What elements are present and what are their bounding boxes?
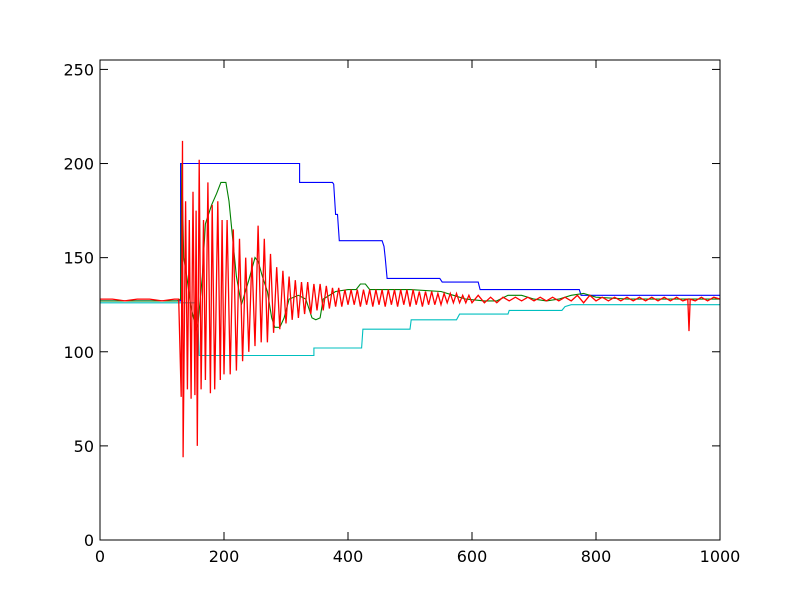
axes-frame <box>99 59 721 541</box>
series-layer <box>100 140 720 458</box>
series-line-1 <box>100 162 720 302</box>
x-tick-label-600: 600 <box>457 547 488 566</box>
y-tick-label-250: 250 <box>63 60 94 79</box>
x-tick-label-800: 800 <box>581 547 612 566</box>
y-tick-label-100: 100 <box>63 343 94 362</box>
x-tick-label-0: 0 <box>95 547 105 566</box>
plot-background <box>100 60 720 540</box>
y-tick-label-150: 150 <box>63 249 94 268</box>
y-tick-label-200: 200 <box>63 155 94 174</box>
x-tick-label-400: 400 <box>333 547 364 566</box>
x-tick-label-1000: 1000 <box>700 547 741 566</box>
y-tick-label-0: 0 <box>84 531 94 550</box>
x-tick-label-200: 200 <box>209 547 240 566</box>
ticks-layer: 0 200 400 600 800 1000 0 50 100 150 200 250 <box>63 60 740 566</box>
y-tick-label-50: 50 <box>74 437 94 456</box>
plot-area <box>100 60 720 540</box>
series-line-4 <box>100 140 720 458</box>
